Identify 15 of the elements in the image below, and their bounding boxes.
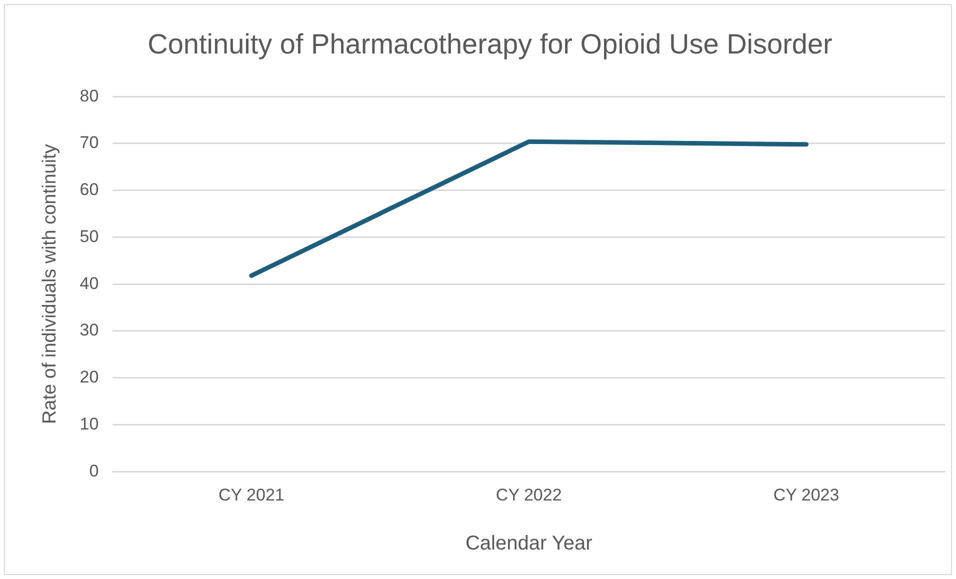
y-tick-label: 70 — [80, 133, 99, 152]
y-tick-label: 0 — [89, 461, 99, 480]
y-tick-label: 30 — [80, 320, 99, 340]
x-axis-title: Calendar Year — [465, 532, 593, 555]
y-tick-label: 40 — [80, 274, 99, 293]
y-axis-title: Rate of individuals with continuity — [40, 144, 61, 424]
y-tick-label: 60 — [80, 180, 99, 200]
x-tick-label: CY 2021 — [218, 485, 284, 504]
y-tick-label: 10 — [80, 414, 99, 434]
chart-title: Continuity of Pharmacotherapy for Opioid Use Disorder — [148, 28, 832, 60]
y-tick-label: 50 — [80, 226, 99, 246]
y-tick-label: 80 — [80, 86, 99, 106]
x-tick-label: CY 2022 — [496, 485, 562, 504]
x-tick-label: CY 2023 — [773, 485, 840, 504]
y-tick-label: 20 — [80, 368, 99, 387]
